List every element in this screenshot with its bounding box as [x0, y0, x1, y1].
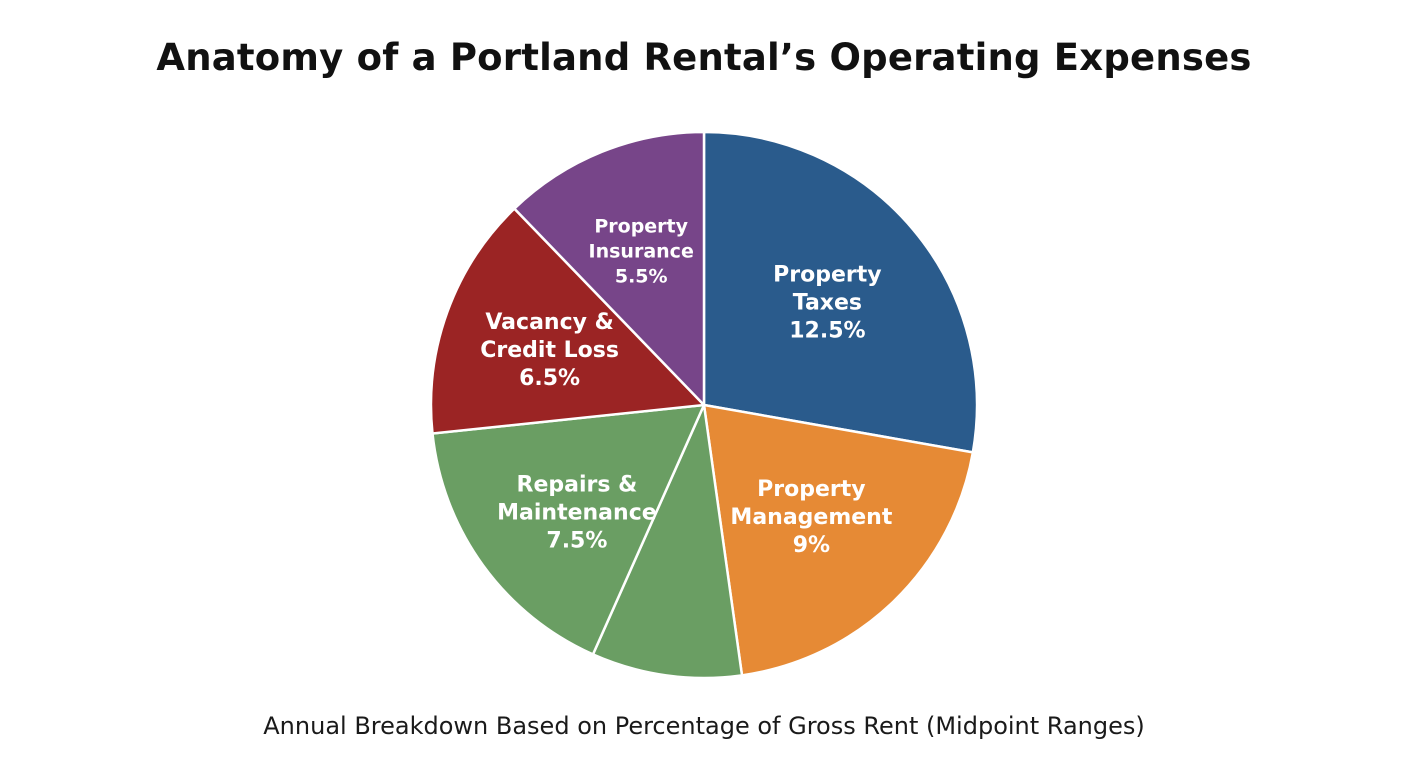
slice-label-line: 5.5%	[615, 266, 668, 288]
pie-slice	[591, 403, 744, 680]
slice-label-line: Repairs &	[517, 473, 638, 498]
pie-slice	[429, 207, 706, 435]
slice-label-line: Property	[594, 216, 688, 238]
slice-label-line: Property	[757, 477, 865, 502]
slice-label-line: 6.5%	[519, 366, 580, 391]
slice-label: Property Taxes 12.5%	[773, 263, 881, 344]
pie-slice	[702, 403, 975, 677]
slice-label-line: 9%	[793, 533, 830, 558]
slice-label-line: Vacancy &	[485, 310, 613, 335]
slice-label: Repairs & Maintenance 7.5%	[497, 473, 657, 554]
slice-label: Vacancy & Credit Loss 6.5%	[480, 310, 619, 391]
slice-label-line: Credit Loss	[480, 338, 619, 363]
pie-labels: Property Taxes 12.5% Property Management 9% Re…	[480, 216, 893, 559]
chart-subtitle: Annual Breakdown Based on Percentage of …	[263, 712, 1145, 740]
pie-slice	[702, 130, 979, 454]
pie-slice	[431, 403, 706, 656]
slice-label-line: 12.5%	[789, 319, 865, 344]
slice-label-line: Insurance	[589, 241, 694, 263]
slice-label: Property Management 9%	[730, 477, 892, 558]
slice-label-line: Taxes	[793, 291, 862, 316]
pie-slice	[513, 130, 706, 407]
chart-title: Anatomy of a Portland Rental’s Operating…	[156, 36, 1252, 79]
slice-label-line: 7.5%	[546, 529, 607, 554]
pie-slices	[429, 130, 979, 680]
slice-label: Property Insurance 5.5%	[589, 216, 694, 288]
slice-label-line: Maintenance	[497, 501, 657, 526]
slice-label-line: Property	[773, 263, 881, 288]
slice-label-line: Management	[730, 505, 892, 530]
